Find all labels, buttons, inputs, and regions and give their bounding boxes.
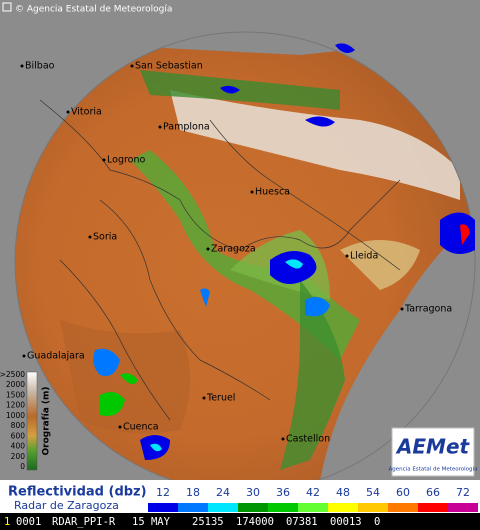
logo-name: AEMet: [395, 435, 471, 459]
city-label: San Sebastian: [135, 61, 203, 72]
legend-scale: 12 18 24 30 36 42 48 54 60 66 72: [148, 486, 478, 512]
scale-value: 30: [246, 486, 260, 499]
terrain: [15, 32, 475, 480]
city-dot: [22, 354, 26, 358]
orography-level: 600: [11, 431, 26, 440]
orography-level: 200: [11, 452, 26, 461]
city-label: Cuenca: [123, 422, 159, 433]
logo-box: [391, 427, 475, 477]
scale-swatch: [448, 503, 478, 512]
status-field: 00013: [330, 516, 362, 528]
city-dot: [345, 254, 349, 258]
scale-swatch: [328, 503, 358, 512]
city-dot: [66, 110, 70, 114]
scale-swatch: [298, 503, 328, 512]
scale-value: 18: [186, 486, 200, 499]
status-bar: [0, 513, 480, 530]
orography-level: >2500: [0, 370, 25, 379]
scale-swatch: [418, 503, 448, 512]
scale-swatch: [148, 503, 178, 512]
city-labels: Bilbao San Sebastian Vitoria Pamplona Logron…: [20, 61, 452, 445]
orography-title: Orografía (m): [42, 386, 52, 455]
city-dot: [250, 190, 254, 194]
radar-range: [14, 31, 476, 480]
city-label: Vitoria: [71, 107, 102, 118]
status-field: 15 MAY: [132, 516, 171, 528]
city-label: Zaragoza: [211, 244, 256, 255]
city-dot: [400, 307, 404, 311]
legend: Reflectividad (dbz) Radar de Zaragoza 12…: [0, 480, 480, 530]
status-field: RDAR_PPI-R: [52, 516, 116, 528]
scale-value: 60: [396, 486, 410, 499]
radar-map: © Agencia Estatal de Meteorología Bilbao…: [0, 0, 480, 480]
status-field: 0001: [16, 516, 41, 528]
city-dot: [206, 247, 210, 251]
scale-value: 42: [306, 486, 320, 499]
orography-level: 800: [11, 421, 26, 430]
scale-swatch: [208, 503, 238, 512]
orography-bar: [26, 371, 38, 471]
city-label: Castellon: [286, 434, 330, 445]
legend-title: Reflectividad (dbz): [8, 485, 147, 500]
orography-level: 1500: [6, 390, 25, 399]
status-field: 174000: [236, 516, 274, 528]
scale-value: 36: [276, 486, 290, 499]
city-dot: [130, 64, 134, 68]
city-label: Guadalajara: [27, 351, 85, 362]
city-dot: [102, 158, 106, 162]
city-label: Tarragona: [404, 304, 452, 315]
logo-mark: [2, 2, 12, 12]
scale-swatch: [358, 503, 388, 512]
orography-level: 1200: [6, 401, 25, 410]
city-dot: [281, 437, 285, 441]
orography-level: 2000: [6, 380, 25, 389]
scale-swatch: [178, 503, 208, 512]
city-dot: [158, 125, 162, 129]
city-label: Huesca: [255, 187, 290, 198]
orography-level: 400: [11, 442, 26, 451]
city-dot: [202, 396, 206, 400]
copyright: © Agencia Estatal de Meteorología: [15, 5, 172, 15]
scale-swatch: [268, 503, 298, 512]
scale-value: 12: [156, 486, 170, 499]
city-label: Teruel: [206, 393, 235, 404]
city-dot: [88, 235, 92, 239]
scale-swatch: [388, 503, 418, 512]
scale-swatch: [238, 503, 268, 512]
borders: [39, 99, 401, 421]
scale-value: 24: [216, 486, 230, 499]
city-label: Bilbao: [25, 61, 55, 72]
scale-value: 54: [366, 486, 380, 499]
scale-value: 72: [456, 486, 470, 499]
status-field: 25135: [192, 516, 224, 528]
city-label: Pamplona: [163, 122, 210, 133]
status-field: 0: [374, 516, 380, 528]
scale-value: 48: [336, 486, 350, 499]
orography-level: 0: [20, 462, 25, 471]
logo-subtitle: Agencia Estatal de Meteorología: [389, 466, 478, 473]
status-field: 1: [4, 516, 10, 528]
scale-value: 66: [426, 486, 440, 499]
legend-subtitle: Radar de Zaragoza: [14, 499, 119, 512]
orography-level: 1000: [6, 411, 25, 420]
status-field: 07381: [286, 516, 318, 528]
city-label: Logrono: [107, 155, 145, 166]
radar-echoes: [93, 43, 475, 460]
city-label: Soria: [93, 232, 117, 243]
city-dot: [20, 64, 24, 68]
city-dot: [118, 425, 122, 429]
city-label: Lleida: [350, 251, 378, 262]
status-fields: 1 0001 RDAR_PPI-R 15 MAY 25135 174000 07381 000…: [4, 516, 380, 528]
